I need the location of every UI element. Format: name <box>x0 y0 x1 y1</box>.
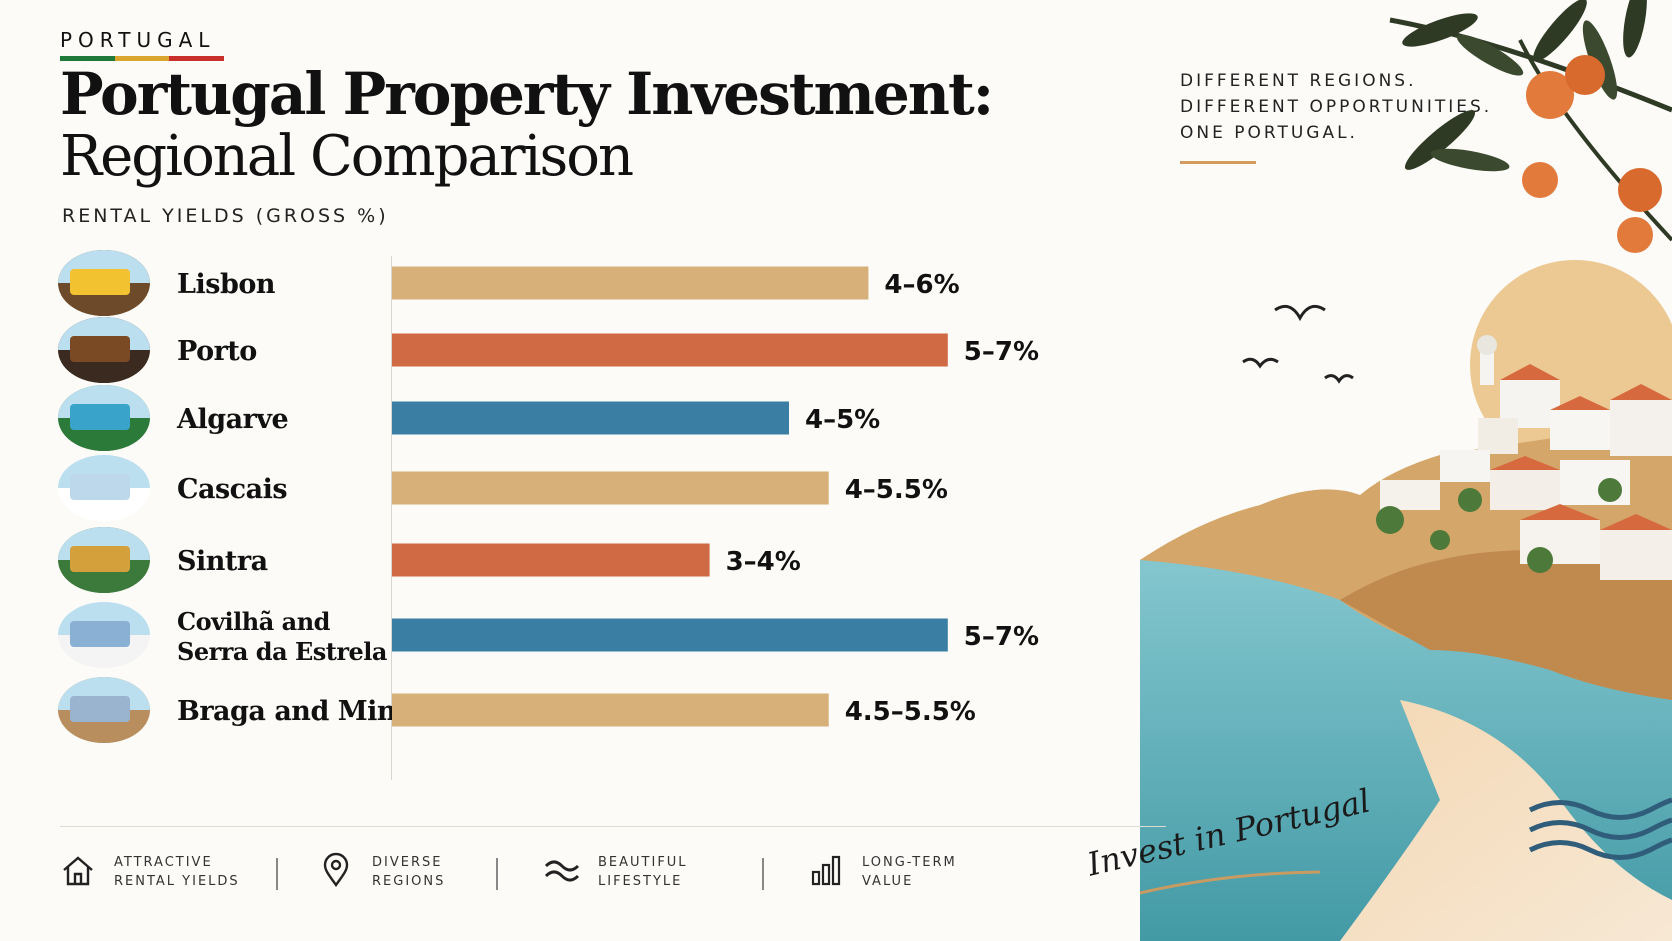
feature-label-line: VALUE <box>862 874 914 889</box>
data-label: 5–7% <box>964 622 1039 652</box>
orange-fruit-icon <box>1526 71 1574 119</box>
tram-icon <box>58 250 150 316</box>
feature-3: BEAUTIFUL LIFESTYLE <box>544 852 688 892</box>
y-axis-line <box>391 256 392 780</box>
house-icon <box>60 852 96 892</box>
tagline-line-1: DIFFERENT REGIONS. <box>1180 71 1417 91</box>
feature-label: ATTRACTIVE RENTAL YIELDS <box>114 853 240 891</box>
tagline-line-3: ONE PORTUGAL. <box>1180 123 1358 143</box>
palm-beach-icon <box>58 385 150 451</box>
coastal-scene-illustration <box>1140 0 1672 941</box>
feature-divider <box>276 858 278 890</box>
category-label: Cascais <box>177 474 287 505</box>
category-label: Serra da Estrela <box>177 637 387 666</box>
chart-title: RENTAL YIELDS (GROSS %) <box>62 205 389 227</box>
category-label: Braga and Minho <box>177 696 433 727</box>
category-label: Porto <box>177 336 257 367</box>
cathedral-icon <box>58 677 150 743</box>
flag-stripe <box>60 56 225 61</box>
feature-label: BEAUTIFUL LIFESTYLE <box>598 853 688 891</box>
feature-label-line: RENTAL YIELDS <box>114 874 240 889</box>
feature-4: LONG-TERM VALUE <box>808 852 957 892</box>
flag-green <box>60 56 115 61</box>
bar-chart-icon <box>808 852 844 892</box>
waves-icon <box>544 852 580 892</box>
data-label: 3–4% <box>726 547 801 577</box>
category-label: Sintra <box>177 546 268 577</box>
tagline-line-2: DIFFERENT OPPORTUNITIES. <box>1180 97 1493 117</box>
bar <box>392 401 789 435</box>
category-label: Covilhã and <box>177 607 331 636</box>
data-label: 4–5.5% <box>845 475 948 505</box>
kicker-label: PORTUGAL <box>60 28 216 52</box>
feature-2: DIVERSE REGIONS <box>318 852 445 892</box>
tagline-rule <box>1180 161 1256 164</box>
map-pin-icon <box>318 852 354 892</box>
feature-label: DIVERSE REGIONS <box>372 853 445 891</box>
page-title-line1: Portugal Property Investment: <box>60 60 994 128</box>
birds-icon <box>1242 304 1354 384</box>
category-label: Algarve <box>176 404 288 435</box>
feature-label-line: DIVERSE <box>372 855 443 870</box>
data-label: 4–6% <box>884 270 959 300</box>
signature-underline <box>1139 870 1321 895</box>
bar <box>392 266 869 300</box>
marina-icon <box>58 455 150 521</box>
bar <box>392 543 710 577</box>
feature-label: LONG-TERM VALUE <box>862 853 957 891</box>
bar <box>392 618 948 652</box>
tagline: DIFFERENT REGIONS. DIFFERENT OPPORTUNITI… <box>1180 68 1492 146</box>
rental-yield-bar-chart: Lisbon 4–6% Porto 5–7% Algarve 4–5% Cascais 4–5… <box>58 250 1039 743</box>
page-title-line2: Regional Comparison <box>60 124 634 189</box>
footer-rule <box>60 826 1166 827</box>
data-label: 4.5–5.5% <box>845 697 976 727</box>
bar <box>392 693 829 727</box>
mountain-icon <box>58 602 150 668</box>
castle-icon <box>58 527 150 593</box>
trees <box>1376 478 1622 573</box>
flag-red <box>169 56 225 61</box>
feature-label-line: REGIONS <box>372 874 446 889</box>
feature-label-line: LONG-TERM <box>862 855 957 870</box>
feature-divider <box>762 858 764 890</box>
wine-barrel-icon <box>58 317 150 383</box>
feature-label-line: ATTRACTIVE <box>114 855 213 870</box>
data-label: 5–7% <box>964 337 1039 367</box>
bar <box>392 471 829 505</box>
feature-divider <box>496 858 498 890</box>
category-label: Lisbon <box>177 269 276 300</box>
bar <box>392 333 948 367</box>
data-label: 4–5% <box>805 405 880 435</box>
feature-label-line: LIFESTYLE <box>598 874 683 889</box>
flag-yellow <box>114 56 170 61</box>
feature-label-line: BEAUTIFUL <box>598 855 688 870</box>
decorative-waves-icon <box>1528 797 1672 860</box>
olive-branch-icon <box>1389 0 1672 253</box>
feature-1: ATTRACTIVE RENTAL YIELDS <box>60 852 240 892</box>
